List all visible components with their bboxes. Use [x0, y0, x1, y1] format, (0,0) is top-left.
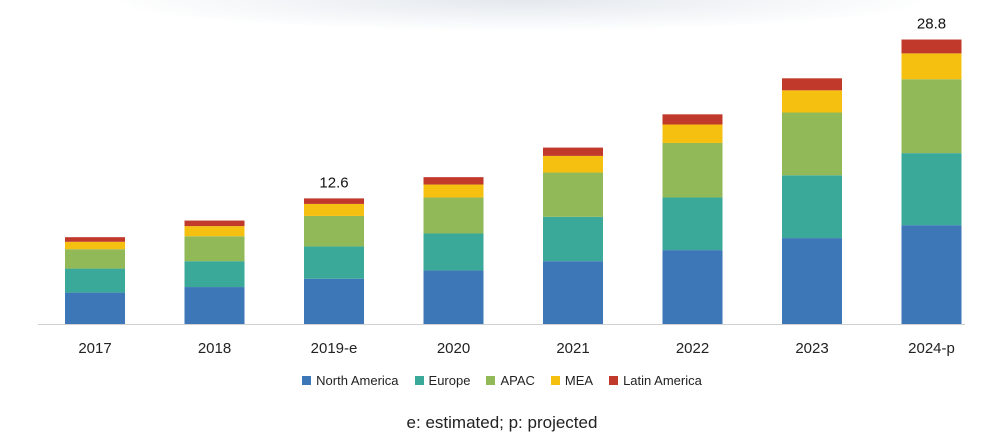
- bar-2019-e-mea: [304, 203, 364, 216]
- bar-2019-e-apac: [304, 215, 364, 247]
- legend-label-mea: MEA: [564, 373, 594, 388]
- bar-2019-e-europe: [304, 246, 364, 279]
- bar-2022-europe: [662, 197, 723, 251]
- x-tick-label-2020: 2020: [437, 340, 470, 357]
- bar-2019-e-north-america: [304, 278, 364, 324]
- legend-swatch-north-america: [302, 376, 312, 385]
- x-tick-label-2022: 2022: [676, 340, 709, 357]
- x-tick-label-2021: 2021: [556, 340, 589, 357]
- bar-2024-p-apac: [901, 79, 962, 154]
- bar-2020-north-america: [423, 270, 484, 324]
- legend-swatch-mea: [550, 376, 560, 385]
- chart-footnote: e: estimated; p: projected: [406, 413, 598, 432]
- bar-2021-latin-america: [543, 147, 603, 156]
- chart-legend: North America Europe APAC MEA Latin America: [0, 373, 1004, 388]
- bar-2019-e-latin-america: [304, 198, 364, 204]
- bar-2022-mea: [662, 124, 723, 143]
- legend-item-mea: MEA: [550, 373, 594, 388]
- bar-2023-north-america: [782, 238, 842, 324]
- bar-2017-latin-america: [65, 237, 125, 242]
- bar-2020-europe: [423, 233, 484, 271]
- bar-2021-mea: [543, 155, 603, 173]
- bar-2018-apac: [184, 236, 245, 262]
- x-tick-label-2023: 2023: [795, 340, 828, 357]
- legend-label-latin-america: Latin America: [623, 373, 702, 388]
- x-tick-label-2017: 2017: [78, 340, 111, 357]
- legend-swatch-europe: [414, 376, 424, 385]
- legend-label-europe: Europe: [428, 373, 471, 388]
- x-tick-label-2019-e: 2019-e: [311, 340, 358, 357]
- bar-2022-apac: [662, 142, 723, 198]
- bar-2023-mea: [782, 90, 842, 113]
- data-label-2024-p: 28.8: [917, 16, 946, 33]
- x-tick-label-2018: 2018: [198, 340, 231, 357]
- x-tick-label-2024-p: 2024-p: [908, 340, 955, 357]
- bar-2017-europe: [65, 268, 125, 293]
- legend-item-north-america: North America: [302, 373, 399, 388]
- bar-2020-latin-america: [423, 177, 484, 185]
- bar-2018-north-america: [184, 287, 245, 324]
- bar-2018-latin-america: [184, 220, 245, 227]
- legend-label-north-america: North America: [316, 373, 399, 388]
- bar-2020-mea: [423, 184, 484, 198]
- stacked-bar-chart: 2017 2018 2019-e 12.6 2020 2021 2022 2023 2024-p…: [38, 16, 965, 357]
- bar-2017-apac: [65, 249, 125, 269]
- bar-2022-north-america: [662, 250, 723, 324]
- legend-item-apac: APAC: [486, 373, 535, 388]
- data-label-2019-e: 12.6: [319, 174, 348, 191]
- bar-2018-europe: [184, 261, 245, 288]
- bar-2017-mea: [65, 241, 125, 250]
- bar-2017-north-america: [65, 292, 125, 324]
- legend-item-europe: Europe: [414, 373, 471, 388]
- bar-2021-europe: [543, 216, 603, 262]
- bar-2023-latin-america: [782, 78, 842, 91]
- bar-2023-apac: [782, 112, 842, 176]
- legend-swatch-latin-america: [609, 376, 619, 385]
- bar-2021-north-america: [543, 261, 603, 324]
- bar-2024-p-north-america: [901, 225, 962, 324]
- bar-2018-mea: [184, 226, 245, 237]
- bar-2022-latin-america: [662, 114, 723, 125]
- bar-2024-p-europe: [901, 153, 962, 226]
- legend-item-latin-america: Latin America: [609, 373, 702, 388]
- bar-2023-europe: [782, 175, 842, 239]
- bar-2024-p-latin-america: [901, 39, 962, 54]
- bar-2021-apac: [543, 172, 603, 217]
- legend-swatch-apac: [486, 376, 496, 385]
- bar-2024-p-mea: [901, 53, 962, 80]
- bar-2020-apac: [423, 197, 484, 234]
- legend-label-apac: APAC: [500, 373, 535, 388]
